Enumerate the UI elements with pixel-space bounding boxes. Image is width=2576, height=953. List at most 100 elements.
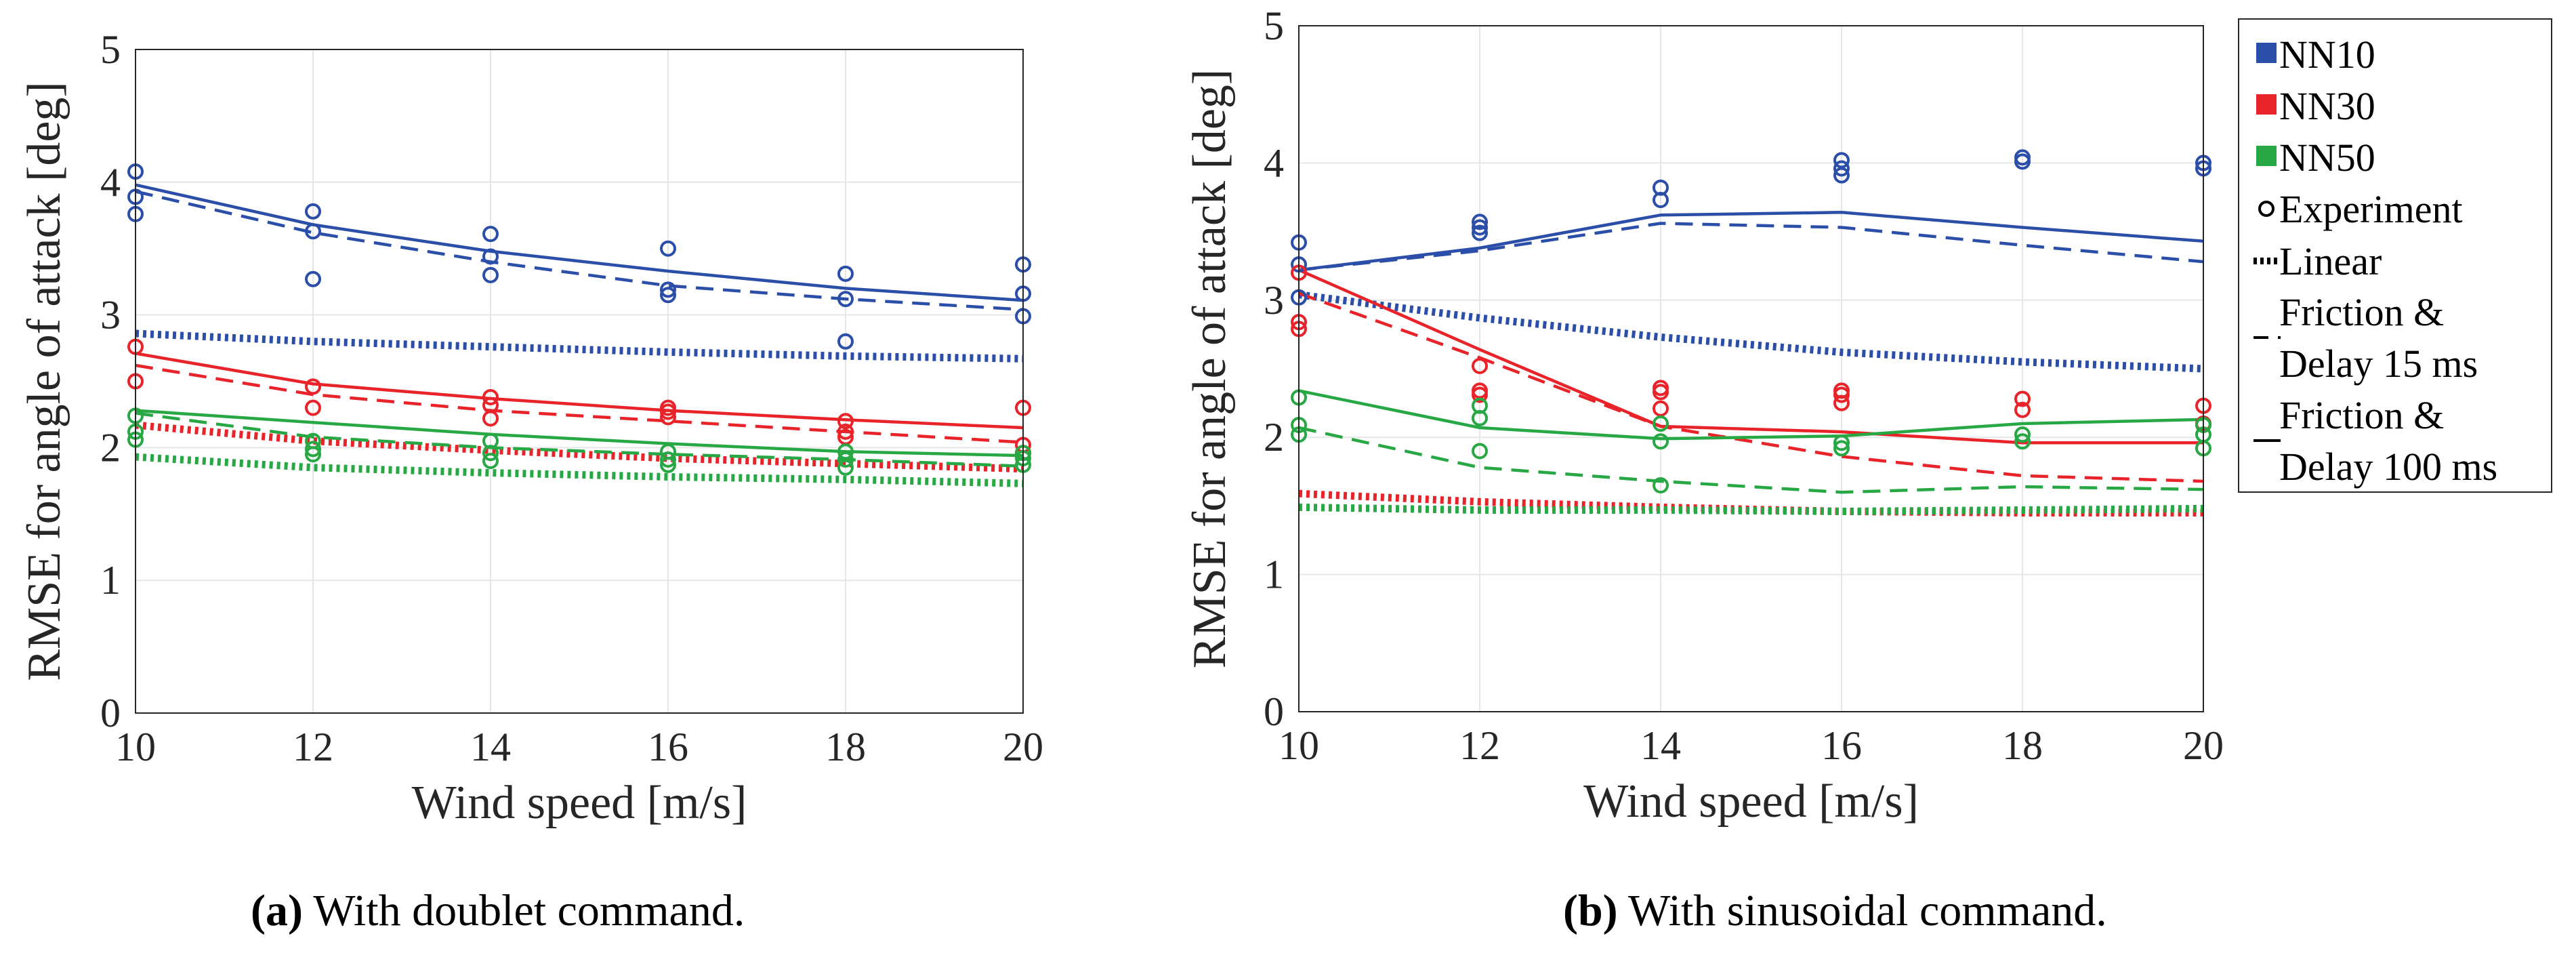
legend-box (2238, 18, 2552, 493)
legend-swatch-nn30 (2256, 94, 2277, 115)
experiment-point-nn50 (482, 432, 499, 449)
series-line-nn10-friction-delay-15-ms (135, 190, 1024, 312)
caption-a: (a) With doublet command. (251, 886, 745, 935)
caption-b: (b) With sinusoidal command. (1563, 886, 2107, 935)
experiment-point-nn30 (660, 403, 676, 420)
experiment-point-nn50 (1833, 440, 1850, 457)
series-line-nn30-linear (135, 421, 1024, 473)
experiment-point-nn10 (482, 226, 499, 243)
experiment-point-nn10 (305, 223, 321, 240)
axes-frame (135, 49, 1024, 714)
legend-swatch-nn10 (2256, 43, 2277, 63)
experiment-point-nn30 (2014, 401, 2031, 418)
caption-tag: (a) (251, 886, 303, 935)
experiment-point-nn50 (1472, 409, 1488, 426)
legend-label-friction: Friction & (2279, 290, 2444, 334)
captions: (a) With doublet command. (b) With sinuso… (251, 886, 2107, 935)
y-tick-label: 5 (1264, 3, 1284, 48)
experiment-point-nn50 (2014, 433, 2031, 450)
experiment-point-nn50 (305, 441, 321, 458)
y-tick-label: 0 (100, 691, 121, 735)
x-tick-label: 12 (1459, 723, 1500, 768)
caption-tag: (b) (1563, 886, 1618, 935)
x-tick-label: 18 (825, 725, 866, 769)
experiment-point-nn50 (837, 443, 854, 460)
experiment-point-nn10 (1833, 152, 1850, 169)
series-line-nn10-friction-delay-100-ms (1298, 211, 2204, 272)
experiment-point-nn10 (1472, 214, 1488, 230)
legend-label-nn30: NN30 (2279, 84, 2375, 128)
series-line-nn30-friction-delay-15-ms (135, 363, 1024, 444)
experiment-point-nn10 (482, 248, 499, 265)
experiment-point-nn30 (1653, 400, 1669, 417)
y-tick-label: 1 (100, 558, 121, 603)
experiment-point-nn30 (305, 378, 321, 395)
series-line-nn30-friction-delay-100-ms (1298, 268, 2203, 445)
experiment-point-nn30 (1472, 386, 1488, 403)
series-line-nn50-linear (135, 453, 1024, 487)
experiment-point-nn30 (1472, 357, 1488, 374)
series-line-nn50-friction-delay-15-ms (135, 411, 1024, 468)
y-tick-label: 2 (1264, 415, 1284, 460)
experiment-point-nn30 (482, 410, 499, 427)
series-line-nn50-friction-delay-100-ms (135, 409, 1024, 458)
y-axis-label: RMSE for angle of attack [deg] (1184, 69, 1236, 668)
experiment-point-nn30 (660, 409, 676, 426)
experiment-point-nn10 (1472, 219, 1488, 236)
experiment-point-nn50 (482, 445, 499, 462)
experiment-point-nn30 (837, 413, 854, 430)
experiment-point-nn50 (660, 456, 676, 473)
x-tick-label: 20 (2183, 723, 2224, 768)
series-line-nn30-friction-delay-100-ms (135, 352, 1024, 430)
x-tick-label: 10 (1279, 723, 1319, 768)
x-tick-label: 16 (1821, 723, 1862, 768)
y-tick-label: 1 (1264, 552, 1284, 597)
experiment-point-nn50 (660, 451, 676, 468)
y-tick-label: 4 (1264, 140, 1284, 185)
experiment-point-nn50 (837, 451, 854, 468)
experiment-point-nn50 (2014, 426, 2031, 443)
legend-label-nn10: NN10 (2279, 33, 2375, 77)
experiment-point-nn50 (1653, 415, 1669, 432)
experiment-point-nn10 (660, 281, 676, 298)
experiment-point-nn30 (1653, 384, 1669, 401)
x-axis-label: Wind speed [m/s] (412, 777, 747, 829)
experiment-point-nn50 (1653, 477, 1669, 494)
experiment-point-nn30 (482, 388, 499, 405)
experiment-point-nn10 (305, 203, 321, 220)
experiment-point-nn10 (660, 240, 676, 257)
legend-label-friction: Friction & (2279, 393, 2444, 437)
axes-frame (1298, 25, 2204, 712)
caption-text: With sinusoidal command. (1618, 886, 2107, 935)
legend-label-delay-15-ms: Delay 15 ms (2279, 342, 2478, 386)
experiment-point-nn30 (1833, 386, 1850, 403)
experiment-point-nn50 (1472, 443, 1488, 460)
legend: NN10 NN30 NN50 Experiment Linear Friction & De… (2238, 18, 2552, 493)
x-tick-label: 20 (1003, 725, 1043, 769)
experiment-point-nn30 (305, 399, 321, 416)
experiment-point-nn10 (837, 265, 854, 282)
experiment-point-nn30 (837, 423, 854, 440)
y-axis-label: RMSE for angle of attack [deg] (18, 81, 70, 681)
series-line-nn30-friction-delay-15-ms (1298, 291, 2204, 483)
x-axis-label: Wind speed [m/s] (1583, 775, 1919, 828)
experiment-point-nn50 (1833, 434, 1850, 451)
experiment-point-nn10 (837, 333, 854, 350)
experiment-point-nn10 (305, 270, 321, 287)
legend-label-linear: Linear (2279, 239, 2382, 283)
series-line-nn50-friction-delay-15-ms (1298, 426, 2204, 494)
series-line-nn10-linear (1298, 291, 2204, 373)
experiment-point-nn10 (2014, 153, 2031, 170)
x-tick-label: 10 (115, 725, 156, 769)
y-tick-label: 3 (100, 293, 121, 338)
legend-marker-experiment (2258, 201, 2274, 217)
experiment-point-nn50 (1653, 433, 1669, 450)
experiment-point-nn10 (837, 291, 854, 308)
experiment-point-nn30 (1833, 394, 1850, 411)
experiment-point-nn10 (1833, 167, 1850, 184)
experiment-point-nn50 (305, 446, 321, 463)
series-line-nn50-linear (1298, 503, 2204, 515)
x-tick-label: 18 (2002, 723, 2043, 768)
